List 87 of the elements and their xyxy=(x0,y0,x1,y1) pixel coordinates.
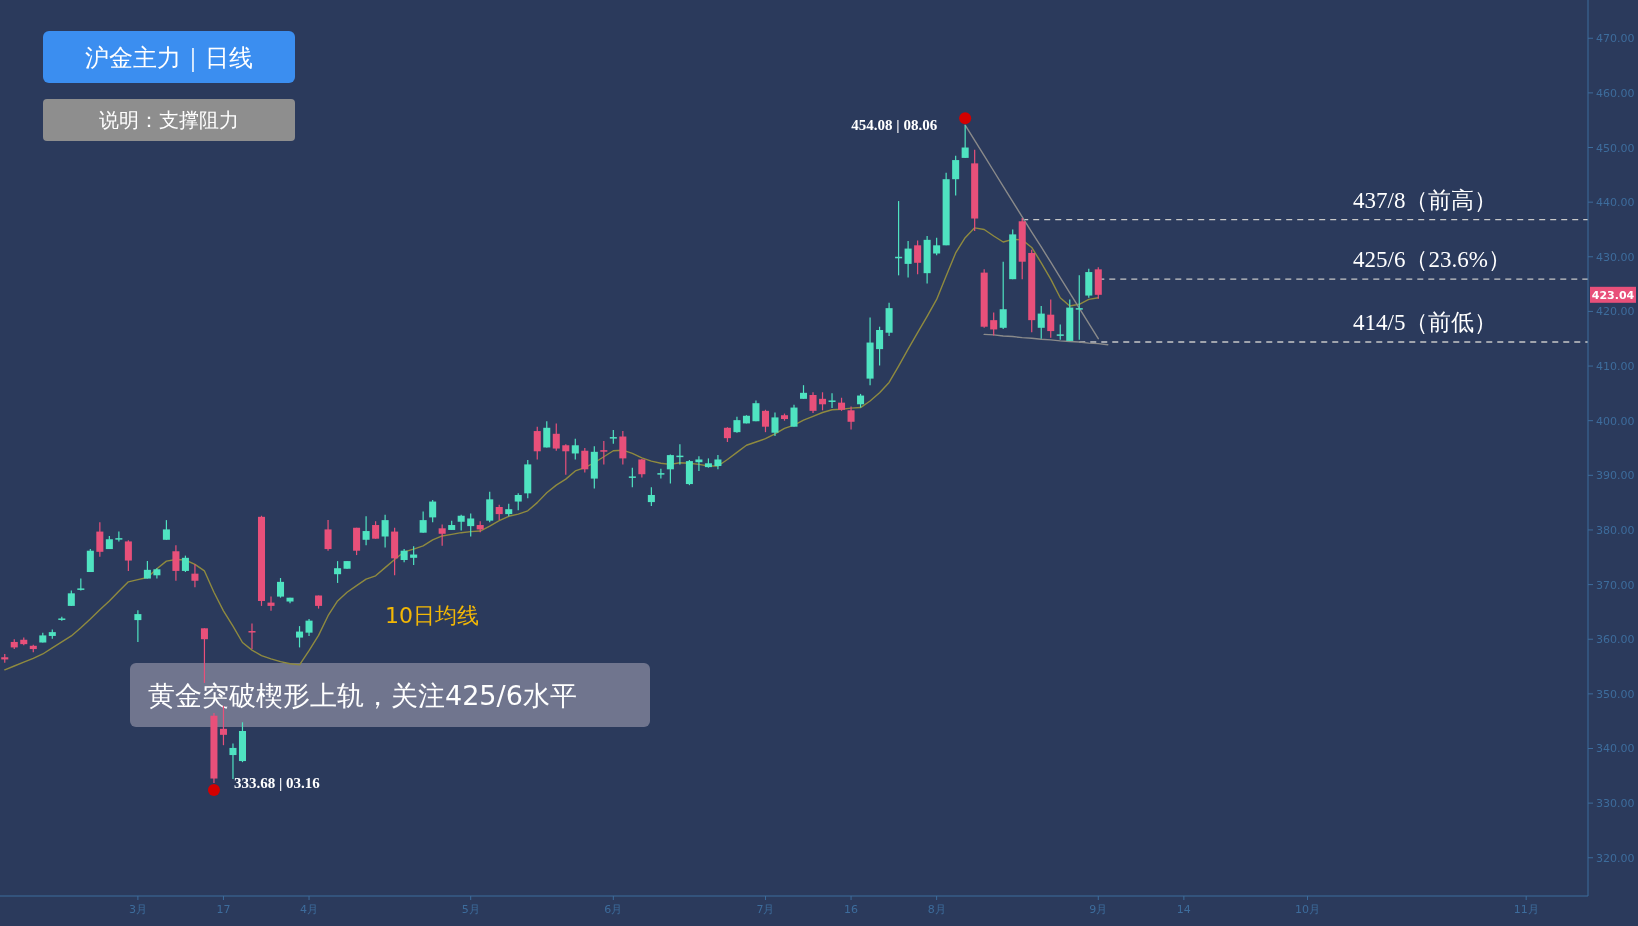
annotation: 黄金突破楔形上轨，关注425/6水平 xyxy=(148,680,577,711)
candlestick xyxy=(619,430,627,465)
y-tick-label: 340.00 xyxy=(1596,742,1635,756)
candlestick xyxy=(191,563,199,588)
y-tick-label: 460.00 xyxy=(1596,86,1635,100)
candlestick xyxy=(809,391,817,414)
candlestick xyxy=(200,627,208,684)
candlestick xyxy=(419,510,427,534)
candlestick xyxy=(581,447,589,474)
candlestick xyxy=(334,560,342,584)
candlestick xyxy=(172,544,180,582)
y-tick-label: 410.00 xyxy=(1596,360,1635,374)
text: 说明：支撑阻力 xyxy=(99,108,239,132)
x-tick-label: 14 xyxy=(1176,903,1191,916)
y-tick-label: 400.00 xyxy=(1596,414,1635,428)
candlestick xyxy=(1047,298,1055,339)
candlestick xyxy=(666,453,674,485)
candlestick xyxy=(876,326,884,367)
x-tick-label: 16 xyxy=(844,903,859,916)
candlestick xyxy=(467,512,475,538)
candlestick xyxy=(847,405,855,431)
x-tick-label: 17 xyxy=(216,903,231,916)
ref-line-label: 425/6（23.6%） xyxy=(1353,247,1511,273)
candlestick xyxy=(124,539,132,572)
candlestick xyxy=(229,742,237,780)
candlestick xyxy=(628,467,636,488)
candlestick xyxy=(600,440,608,465)
candlestick xyxy=(952,155,960,197)
candlestick xyxy=(552,422,560,452)
candlestick xyxy=(657,468,665,480)
candlestick xyxy=(353,527,361,556)
candlestick xyxy=(115,530,123,543)
annotation: 333.68 | 03.16 xyxy=(233,775,321,792)
series-label: 10日均线 xyxy=(385,602,480,628)
candlestick xyxy=(904,240,912,279)
candlestick xyxy=(647,486,655,507)
candlestick xyxy=(362,515,370,546)
candlestick xyxy=(410,545,418,566)
y-tick-label: 470.00 xyxy=(1596,32,1635,46)
candlestick xyxy=(381,514,389,549)
ref-line-label: 437/8（前高） xyxy=(1353,187,1498,213)
candlestick xyxy=(296,625,304,649)
candlestick xyxy=(761,409,769,433)
line-series xyxy=(4,227,1099,671)
candlestick xyxy=(248,622,256,650)
candlestick xyxy=(571,438,579,461)
candlestick xyxy=(486,491,494,523)
candlestick xyxy=(771,411,779,437)
candlestick xyxy=(695,455,703,472)
ref-line-label: 414/5（前低） xyxy=(1353,310,1498,336)
candlestick xyxy=(543,420,551,449)
candlestick xyxy=(790,404,798,428)
candlestick xyxy=(429,499,437,523)
candlestick xyxy=(828,392,836,409)
y-tick-label: 430.00 xyxy=(1596,250,1635,264)
candlestick xyxy=(819,391,827,411)
text: 沪金主力｜日线 xyxy=(85,44,253,72)
y-tick-label: 440.00 xyxy=(1596,196,1635,210)
candlestick xyxy=(685,459,693,486)
candlestick xyxy=(277,577,285,599)
line-series xyxy=(983,333,1109,346)
candlestick xyxy=(1085,268,1093,299)
candlestick xyxy=(1075,274,1083,341)
y-tick-label: 420.00 xyxy=(1596,305,1635,319)
candlestick xyxy=(96,521,104,558)
annotation: 454.08 | 08.06 xyxy=(851,117,938,134)
candlestick xyxy=(990,311,998,337)
y-tick-label: 320.00 xyxy=(1596,851,1635,865)
y-tick-label: 360.00 xyxy=(1596,633,1635,647)
candlestick xyxy=(999,261,1007,330)
candlestick xyxy=(267,596,275,612)
text: 423.04 xyxy=(1591,288,1635,302)
y-tick-label: 450.00 xyxy=(1596,141,1635,155)
candlestick xyxy=(324,519,332,552)
candlestick xyxy=(533,426,541,461)
candlestick xyxy=(562,443,570,476)
candlestick xyxy=(1037,305,1045,340)
y-tick-label: 380.00 xyxy=(1596,523,1635,537)
y-tick-label: 390.00 xyxy=(1596,469,1635,483)
candlestick xyxy=(961,124,969,159)
candlestick xyxy=(162,519,170,541)
y-tick-label: 350.00 xyxy=(1596,687,1635,701)
y-tick-label: 330.00 xyxy=(1596,797,1635,811)
y-tick-label: 370.00 xyxy=(1596,578,1635,592)
candlestick xyxy=(914,239,922,275)
candlestick xyxy=(134,609,142,643)
candlestick xyxy=(438,523,446,547)
